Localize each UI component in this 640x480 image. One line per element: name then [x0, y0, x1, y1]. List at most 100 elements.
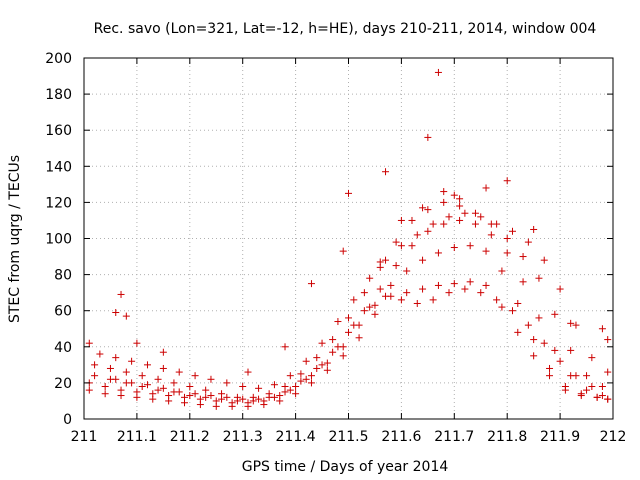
y-tick-label: 0: [63, 412, 72, 428]
data-point: [461, 285, 469, 293]
x-tick-label: 211.4: [276, 429, 316, 445]
data-point: [191, 390, 199, 398]
data-point: [577, 390, 585, 398]
y-tick-label: 160: [45, 123, 72, 139]
data-point: [307, 379, 315, 387]
data-point: [583, 372, 591, 380]
data-point: [355, 334, 363, 342]
data-point: [297, 377, 305, 385]
x-tick-label: 212: [600, 429, 627, 445]
data-point: [440, 198, 448, 206]
data-point: [604, 395, 612, 403]
data-point: [519, 253, 527, 261]
data-point: [450, 280, 458, 288]
data-point: [350, 321, 358, 329]
data-point: [191, 372, 199, 380]
data-point: [85, 339, 93, 347]
data-point: [408, 216, 416, 224]
data-point: [503, 177, 511, 185]
data-point: [339, 352, 347, 360]
data-point: [196, 395, 204, 403]
data-point: [493, 220, 501, 228]
data-point: [323, 359, 331, 367]
data-point: [567, 319, 575, 327]
data-point: [133, 388, 141, 396]
data-point: [583, 386, 591, 394]
data-point: [387, 281, 395, 289]
data-point: [307, 280, 315, 288]
data-point: [440, 188, 448, 196]
data-point: [223, 393, 231, 401]
data-point: [85, 386, 93, 394]
data-point: [535, 274, 543, 282]
data-point: [143, 361, 151, 369]
data-point: [382, 292, 390, 300]
x-axis-label: GPS time / Days of year 2014: [242, 459, 449, 475]
data-point: [371, 301, 379, 309]
data-point: [143, 381, 151, 389]
data-point: [239, 383, 247, 391]
data-point: [556, 357, 564, 365]
data-point: [345, 314, 352, 322]
data-point: [96, 350, 104, 358]
x-tick-label: 211.9: [540, 429, 580, 445]
data-point: [530, 225, 538, 233]
data-point: [588, 354, 596, 362]
data-point: [403, 267, 411, 275]
data-point: [434, 68, 442, 76]
data-point: [604, 368, 612, 376]
data-point: [424, 227, 432, 235]
data-point: [297, 370, 305, 378]
data-point: [445, 213, 453, 221]
data-point: [91, 361, 99, 369]
data-point: [598, 383, 606, 391]
data-point: [429, 220, 437, 228]
data-point: [382, 256, 390, 264]
data-point: [588, 383, 596, 391]
data-point: [440, 220, 448, 228]
data-point: [318, 361, 326, 369]
data-point: [503, 249, 511, 257]
data-point: [466, 242, 474, 250]
data-point: [313, 364, 321, 372]
data-point: [604, 336, 612, 344]
axis-ticks: 211 211.1 211.2 211.3 211.4 211.5 211.6 211.7 21…: [45, 51, 626, 445]
data-point: [471, 209, 479, 217]
data-point: [477, 289, 485, 297]
data-point: [218, 390, 226, 398]
data-point: [540, 339, 548, 347]
data-point: [307, 372, 315, 380]
data-point: [249, 393, 257, 401]
data-point: [117, 290, 125, 298]
data-point: [302, 357, 310, 365]
y-tick-label: 180: [45, 87, 72, 103]
data-point: [286, 386, 294, 394]
data-point: [186, 392, 194, 400]
data-point: [408, 242, 416, 250]
data-point: [112, 354, 120, 362]
data-point: [334, 318, 342, 326]
data-point: [270, 393, 278, 401]
data-point: [170, 379, 178, 387]
data-point: [265, 390, 273, 398]
data-point: [456, 216, 464, 224]
data-point: [207, 392, 215, 400]
data-point: [519, 278, 527, 286]
data-point: [376, 285, 384, 293]
data-point: [175, 388, 183, 396]
data-point: [339, 247, 347, 255]
data-point: [175, 368, 183, 376]
data-point: [413, 299, 421, 307]
data-point: [122, 312, 130, 320]
chart-title: Rec. savo (Lon=321, Lat=-12, h=HE), days…: [94, 21, 597, 37]
data-point: [366, 303, 374, 311]
data-point: [419, 204, 427, 212]
data-point: [101, 383, 109, 391]
data-point: [593, 393, 601, 401]
y-tick-label: 100: [45, 232, 72, 248]
data-point: [498, 267, 506, 275]
data-point: [133, 339, 141, 347]
data-point: [376, 258, 384, 266]
data-point: [138, 383, 146, 391]
data-point: [382, 168, 390, 176]
